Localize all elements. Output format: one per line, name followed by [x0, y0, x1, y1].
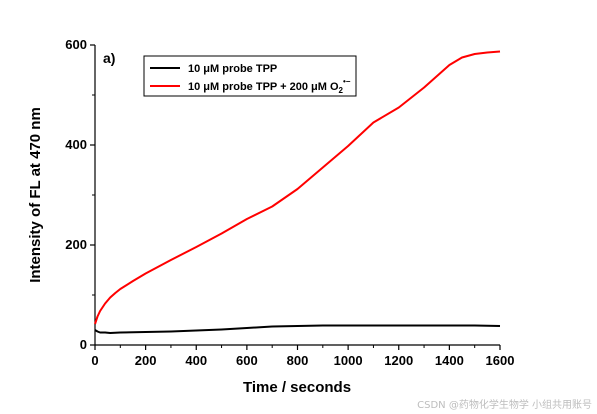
y-tick-label-3: 600	[65, 37, 87, 52]
x-tick-label-4: 800	[287, 353, 309, 368]
legend-label-series-1: 10 μM probe TPP	[188, 63, 277, 75]
series-line-1	[94, 324, 501, 334]
x-axis-title: Time / seconds	[243, 379, 351, 396]
x-tick-label-7: 1400	[435, 353, 464, 368]
legend: 10 μM probe TPP 10 μM probe TPP + 200 μM…	[143, 55, 357, 97]
x-tick-label-6: 1200	[384, 353, 413, 368]
series-line-2	[94, 50, 501, 325]
y-tick-label-2: 400	[65, 137, 87, 152]
legend-label-series-2-sup: •−	[343, 77, 351, 86]
legend-label-series-2-main: 10 μM probe TPP + 200 μM O	[188, 81, 339, 93]
x-tick-label-5: 1000	[334, 353, 363, 368]
x-tick-label-1: 200	[135, 353, 157, 368]
x-tick-label-2: 400	[185, 353, 207, 368]
x-tick-label-8: 1600	[486, 353, 515, 368]
y-tick-label-0: 0	[80, 337, 87, 352]
y-axis-title: Intensity of FL at 470 nm	[27, 107, 44, 283]
series-layer	[94, 50, 501, 334]
legend-label-series-2: 10 μM probe TPP + 200 μM O2•−	[188, 77, 351, 95]
x-ticks: 0 200 400 600 800 1000 1200 1400 1600	[91, 345, 514, 368]
panel-label: a)	[103, 50, 115, 66]
y-tick-label-1: 200	[65, 237, 87, 252]
x-tick-label-0: 0	[91, 353, 98, 368]
watermark: CSDN @药物化学生物学 小组共用账号	[417, 398, 592, 411]
legend-label-series-2-sub: 2	[339, 86, 344, 95]
legend-box	[143, 55, 357, 97]
y-ticks: 0 200 400 600	[65, 37, 95, 352]
x-tick-label-3: 600	[236, 353, 258, 368]
